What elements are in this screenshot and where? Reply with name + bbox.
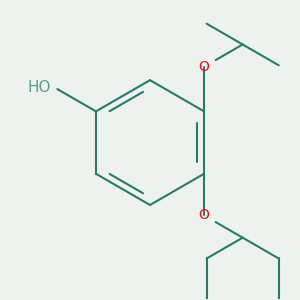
Text: HO: HO [28, 80, 51, 95]
Text: O: O [199, 208, 209, 222]
Text: O: O [199, 60, 209, 74]
